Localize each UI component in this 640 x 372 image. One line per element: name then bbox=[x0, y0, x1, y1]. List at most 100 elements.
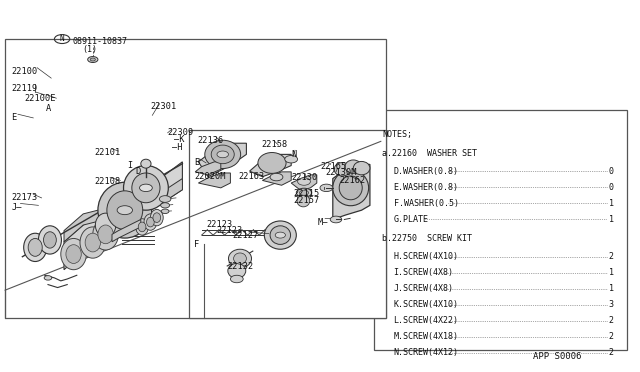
Circle shape bbox=[330, 216, 342, 223]
Ellipse shape bbox=[150, 209, 163, 226]
Text: E: E bbox=[12, 113, 17, 122]
Ellipse shape bbox=[136, 219, 148, 235]
Text: 22020M: 22020M bbox=[194, 172, 225, 181]
Circle shape bbox=[320, 184, 333, 192]
Text: H.SCREW(4X10): H.SCREW(4X10) bbox=[394, 252, 459, 261]
Text: 22119: 22119 bbox=[12, 84, 38, 93]
Circle shape bbox=[275, 232, 285, 238]
Text: 22115: 22115 bbox=[293, 189, 319, 198]
Bar bbox=[5, 39, 386, 318]
Text: F: F bbox=[194, 240, 199, 249]
Text: ―K: ―K bbox=[174, 135, 184, 144]
Ellipse shape bbox=[345, 160, 362, 173]
Ellipse shape bbox=[85, 233, 100, 252]
Ellipse shape bbox=[339, 176, 362, 200]
Text: 22165: 22165 bbox=[320, 162, 346, 171]
Text: 2: 2 bbox=[609, 316, 614, 325]
Ellipse shape bbox=[147, 217, 154, 227]
Circle shape bbox=[159, 196, 171, 202]
Ellipse shape bbox=[80, 227, 106, 258]
Text: N: N bbox=[60, 34, 65, 43]
Text: D: D bbox=[136, 167, 141, 176]
Text: 1: 1 bbox=[609, 215, 614, 224]
Text: 1: 1 bbox=[609, 284, 614, 293]
Text: 22130: 22130 bbox=[291, 173, 317, 182]
Ellipse shape bbox=[264, 221, 296, 249]
Bar bbox=[189, 130, 386, 318]
Ellipse shape bbox=[38, 226, 61, 254]
Text: 0: 0 bbox=[609, 183, 614, 192]
Text: 1: 1 bbox=[609, 199, 614, 208]
Text: 22123: 22123 bbox=[216, 226, 243, 235]
Polygon shape bbox=[291, 175, 317, 190]
Ellipse shape bbox=[95, 213, 116, 237]
Text: APP S0006: APP S0006 bbox=[532, 352, 581, 360]
Polygon shape bbox=[64, 162, 182, 270]
Circle shape bbox=[300, 190, 308, 195]
Text: 2: 2 bbox=[609, 348, 614, 357]
Ellipse shape bbox=[258, 153, 286, 173]
Text: A: A bbox=[46, 104, 51, 113]
Text: N.SCREW(4X12): N.SCREW(4X12) bbox=[394, 348, 459, 357]
Text: ―H: ―H bbox=[172, 143, 182, 152]
Text: 22132: 22132 bbox=[227, 262, 253, 271]
Circle shape bbox=[270, 173, 283, 181]
Circle shape bbox=[298, 178, 310, 185]
Text: 2: 2 bbox=[609, 252, 614, 261]
Polygon shape bbox=[64, 179, 182, 242]
Text: 0: 0 bbox=[609, 167, 614, 176]
Text: E.WASHER(0.8): E.WASHER(0.8) bbox=[394, 183, 459, 192]
Ellipse shape bbox=[93, 219, 118, 250]
Text: 22130M: 22130M bbox=[325, 168, 356, 177]
Text: 22162: 22162 bbox=[339, 176, 365, 185]
Text: (1): (1) bbox=[82, 45, 97, 54]
Text: NOTES;: NOTES; bbox=[382, 130, 412, 139]
Text: 3: 3 bbox=[609, 300, 614, 309]
Ellipse shape bbox=[98, 225, 113, 244]
Text: M―: M― bbox=[317, 218, 328, 227]
Text: 22100: 22100 bbox=[12, 67, 38, 76]
Circle shape bbox=[88, 57, 98, 62]
Ellipse shape bbox=[107, 191, 143, 230]
Text: 08911-10837: 08911-10837 bbox=[72, 37, 127, 46]
Circle shape bbox=[161, 203, 170, 208]
Ellipse shape bbox=[124, 166, 168, 210]
Polygon shape bbox=[250, 154, 291, 177]
Circle shape bbox=[230, 275, 243, 283]
Text: 22123: 22123 bbox=[207, 220, 233, 229]
Ellipse shape bbox=[228, 249, 252, 268]
Circle shape bbox=[117, 206, 132, 215]
Ellipse shape bbox=[141, 159, 151, 168]
Text: 22136: 22136 bbox=[197, 136, 223, 145]
Text: 22101: 22101 bbox=[95, 148, 121, 157]
Circle shape bbox=[44, 276, 52, 280]
Polygon shape bbox=[262, 172, 291, 185]
Text: D.WASHER(0.8): D.WASHER(0.8) bbox=[394, 167, 459, 176]
Text: L.SCREW(4X22): L.SCREW(4X22) bbox=[394, 316, 459, 325]
Ellipse shape bbox=[353, 161, 370, 175]
Circle shape bbox=[90, 58, 95, 61]
Polygon shape bbox=[195, 162, 221, 175]
Text: 22173: 22173 bbox=[12, 193, 38, 202]
Ellipse shape bbox=[44, 232, 56, 248]
Polygon shape bbox=[112, 219, 141, 242]
Ellipse shape bbox=[228, 263, 246, 278]
Ellipse shape bbox=[205, 140, 241, 169]
Text: N: N bbox=[292, 150, 297, 158]
Text: 22301: 22301 bbox=[150, 102, 177, 111]
Ellipse shape bbox=[270, 226, 291, 244]
Ellipse shape bbox=[333, 170, 369, 206]
Text: 22158: 22158 bbox=[261, 140, 287, 148]
Text: b.22750  SCREW KIT: b.22750 SCREW KIT bbox=[382, 234, 472, 243]
Ellipse shape bbox=[153, 213, 161, 222]
Circle shape bbox=[285, 155, 298, 163]
Ellipse shape bbox=[28, 238, 42, 256]
Ellipse shape bbox=[234, 253, 246, 264]
Text: J.SCREW(4X8): J.SCREW(4X8) bbox=[394, 284, 454, 293]
Circle shape bbox=[217, 151, 228, 158]
Text: 22309: 22309 bbox=[168, 128, 194, 137]
Circle shape bbox=[140, 184, 152, 192]
Text: 2: 2 bbox=[609, 332, 614, 341]
Text: 22100E: 22100E bbox=[24, 94, 56, 103]
Text: 22157: 22157 bbox=[293, 196, 319, 205]
